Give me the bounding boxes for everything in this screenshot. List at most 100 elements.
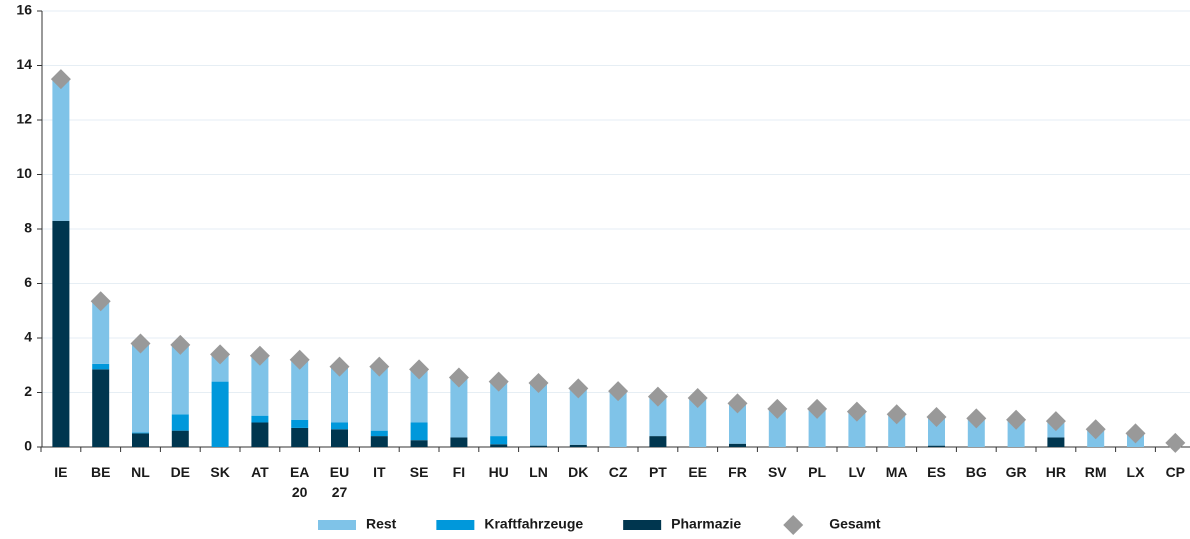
- bar-segment: [410, 440, 428, 447]
- total-marker: [608, 381, 629, 402]
- x-tick-label: SK: [210, 464, 230, 480]
- total-marker: [886, 404, 907, 425]
- total-marker: [488, 371, 509, 392]
- x-tick-label: FR: [728, 464, 747, 480]
- bar-segment: [92, 369, 110, 447]
- x-tick-label: RM: [1084, 464, 1107, 480]
- bar-segment: [410, 422, 428, 441]
- bar-segment: [490, 444, 508, 447]
- total-marker: [727, 393, 748, 414]
- bar-segment: [331, 366, 348, 423]
- bar-segment: [370, 366, 388, 431]
- x-tick-label: SE: [409, 464, 429, 480]
- bar-segment: [450, 437, 468, 447]
- legend-swatch: [783, 515, 804, 535]
- x-tick-label: HR: [1045, 464, 1066, 480]
- bar-segment: [609, 391, 627, 447]
- bar-segment: [52, 220, 70, 447]
- legend-label: Kraftfahrzeuge: [484, 516, 583, 532]
- total-marker: [568, 378, 589, 399]
- x-tick-label: LV: [848, 464, 866, 480]
- y-tick-label: 6: [24, 274, 32, 290]
- total-marker: [1125, 423, 1146, 444]
- x-tick-label: IT: [373, 464, 386, 480]
- x-tick-label: LX: [1126, 464, 1145, 480]
- bar-segment: [888, 414, 906, 447]
- total-marker: [329, 356, 350, 377]
- bar-segment: [52, 79, 70, 221]
- x-tick-label: LN: [529, 464, 548, 480]
- x-tick-label: EE: [688, 464, 708, 480]
- total-marker: [767, 398, 788, 419]
- bar-segment: [729, 403, 746, 444]
- bar-segment: [211, 354, 229, 382]
- x-tick-label: EA 20: [289, 464, 310, 500]
- total-marker: [1165, 432, 1186, 453]
- total-marker: [1006, 409, 1027, 430]
- legend-swatch: [623, 520, 662, 530]
- total-marker: [1045, 411, 1066, 432]
- bar-segment: [1007, 419, 1025, 447]
- x-tick-label: AT: [251, 464, 269, 480]
- x-tick-label: PL: [808, 464, 827, 480]
- total-marker: [90, 291, 111, 312]
- bar-segment: [132, 432, 149, 434]
- bar-segment: [171, 344, 189, 415]
- bar-segment: [251, 422, 269, 447]
- y-tick-label: 2: [24, 383, 32, 399]
- total-marker: [846, 401, 867, 422]
- legend-label: Gesamt: [829, 516, 881, 532]
- x-tick-label: IE: [54, 464, 68, 480]
- total-marker: [409, 359, 430, 380]
- total-marker: [528, 372, 549, 393]
- total-marker: [50, 69, 71, 90]
- bar-segment: [808, 408, 826, 447]
- total-marker: [807, 398, 828, 419]
- bar-segment: [530, 445, 547, 447]
- bar-segment: [331, 422, 348, 430]
- bar-segment: [370, 436, 388, 447]
- x-tick-label: BE: [90, 464, 111, 480]
- total-marker: [687, 387, 708, 408]
- x-tick-label: NL: [131, 464, 150, 480]
- bar-segment: [530, 382, 547, 446]
- total-marker: [1085, 419, 1106, 440]
- bar-segment: [928, 445, 945, 447]
- total-marker: [647, 386, 668, 407]
- bar-segment: [291, 359, 309, 420]
- bar-segment: [967, 418, 985, 447]
- bar-segment: [848, 411, 866, 447]
- legend-swatch: [436, 520, 475, 530]
- bar-segment: [569, 444, 587, 447]
- bar-segment: [490, 381, 508, 437]
- x-tick-label: FI: [452, 464, 466, 480]
- x-tick-label: ES: [927, 464, 946, 480]
- legend-label: Rest: [366, 516, 397, 532]
- y-tick-label: 16: [16, 2, 32, 18]
- y-tick-label: 10: [16, 165, 32, 181]
- bar-segment: [649, 396, 667, 437]
- bar-segment: [1047, 437, 1065, 447]
- y-tick-label: 8: [24, 220, 32, 236]
- bar-segment: [132, 343, 149, 433]
- bar-segment: [490, 436, 508, 445]
- bar-segment: [689, 397, 707, 447]
- x-tick-label: EU 27: [329, 464, 350, 500]
- total-marker: [289, 349, 310, 370]
- bar-segment: [132, 433, 149, 447]
- x-tick-label: SV: [767, 464, 787, 480]
- total-marker: [369, 356, 390, 377]
- total-marker: [130, 333, 151, 354]
- bar-segment: [928, 417, 945, 446]
- bar-segment: [729, 443, 746, 447]
- bar-segment: [171, 430, 189, 447]
- y-tick-label: 0: [24, 438, 32, 454]
- bar-segment: [92, 363, 110, 370]
- bar-segment: [211, 381, 229, 447]
- legend-swatch: [318, 520, 356, 530]
- bar-segment: [171, 414, 189, 431]
- total-marker: [448, 367, 469, 388]
- bar-segment: [291, 419, 309, 428]
